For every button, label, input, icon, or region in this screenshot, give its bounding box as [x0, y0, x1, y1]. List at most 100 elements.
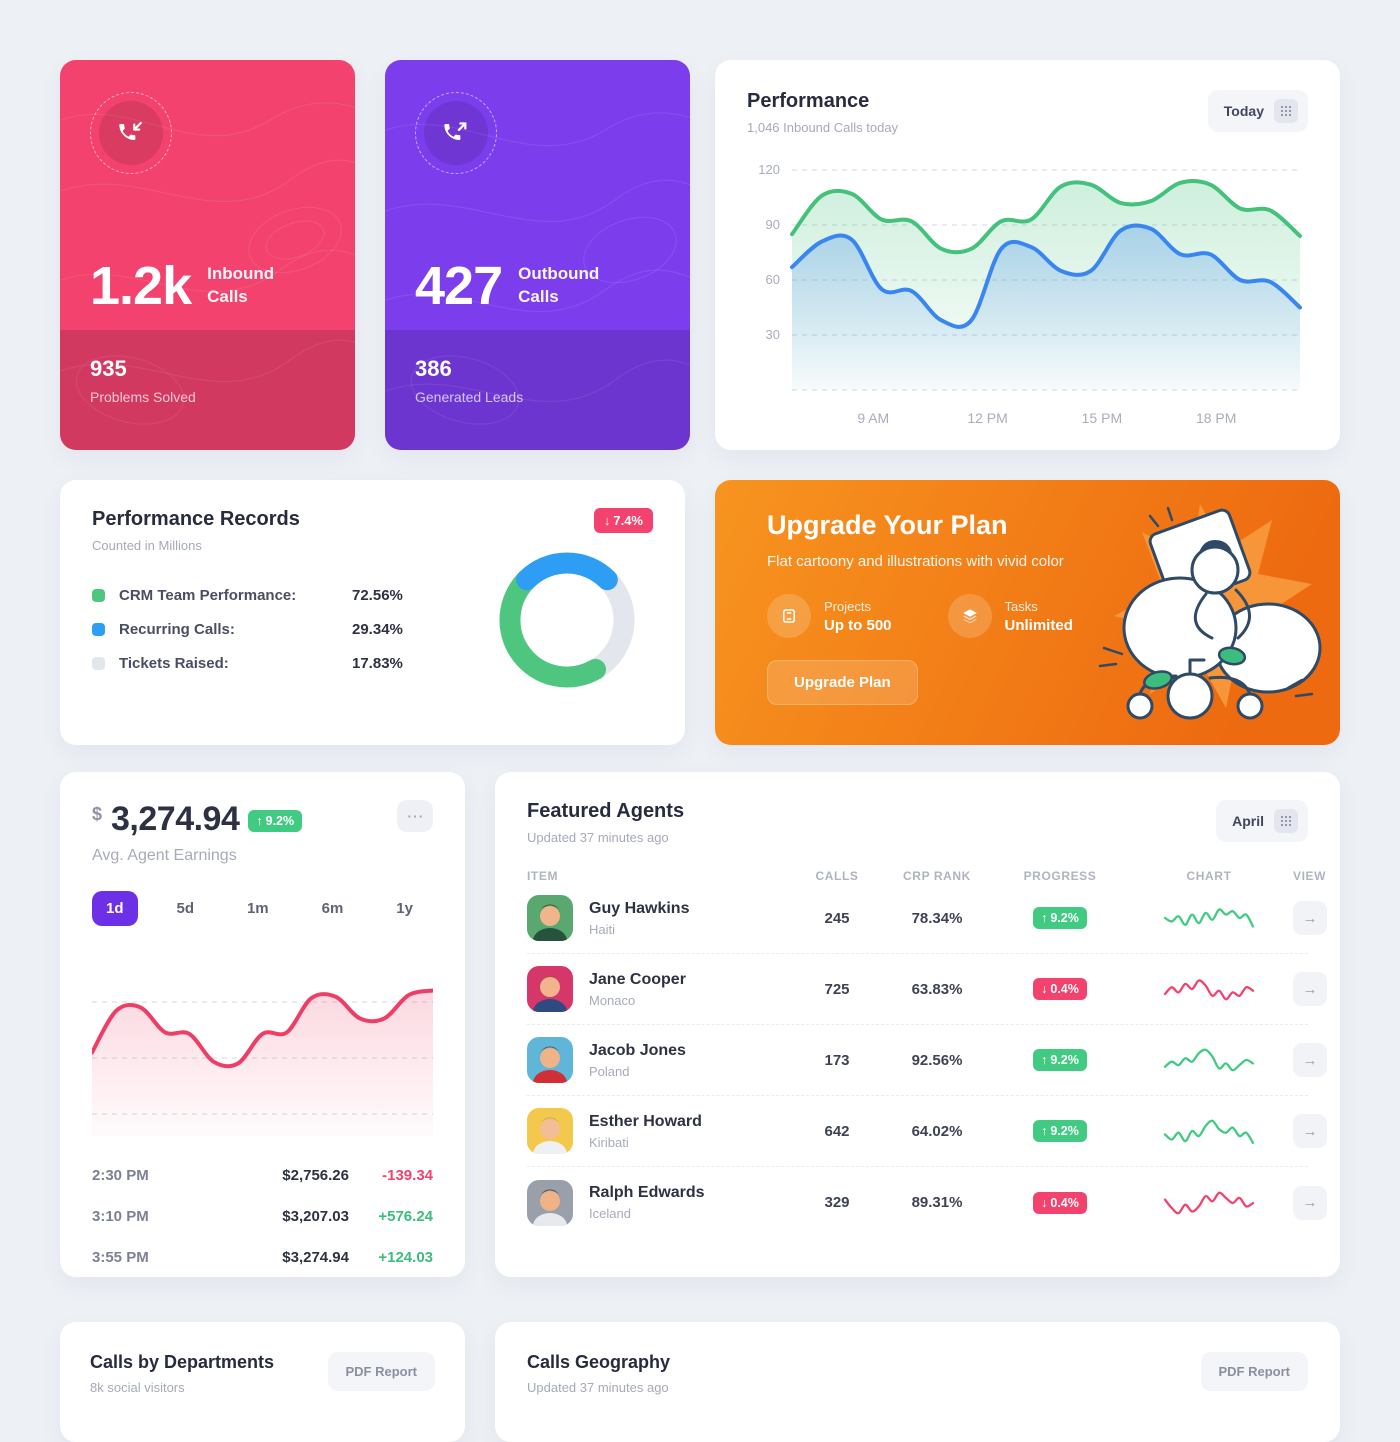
svg-text:60: 60	[766, 272, 780, 287]
view-agent-button[interactable]: →	[1293, 1043, 1327, 1077]
svg-text:15 PM: 15 PM	[1082, 410, 1122, 426]
upgrade-illustration	[1098, 504, 1322, 720]
avatar	[527, 1037, 573, 1083]
upgrade-plan-card: Upgrade Your Plan Flat cartoony and illu…	[715, 480, 1340, 745]
earnings-amount: 3,274.94	[111, 800, 240, 838]
tab-1y[interactable]: 1y	[382, 891, 427, 926]
crm-swatch	[92, 589, 105, 602]
progress-badge: ↑ 9.2%	[1033, 1120, 1087, 1142]
agents-table-body: Guy Hawkins Haiti 245 78.34% ↑ 9.2% → Jan…	[527, 883, 1327, 1238]
down-arrow-icon: ↓	[603, 513, 611, 528]
performance-subtitle: 1,046 Inbound Calls today	[747, 120, 899, 135]
earnings-change-badge: ↑ 9.2%	[248, 809, 303, 832]
legend-item: CRM Team Performance: 72.56%	[92, 587, 462, 604]
performance-records-card: Performance Records Counted in Millions …	[60, 480, 685, 745]
performance-title: Performance	[747, 90, 870, 112]
earnings-area-chart	[90, 988, 435, 1136]
inbound-calls-value: 1.2k	[90, 256, 192, 316]
inbound-calls-card: 1.2k Inbound Calls 935 Problems Solved	[60, 60, 355, 450]
progress-badge: ↑ 9.2%	[1033, 907, 1087, 929]
agent-crp-rank: 64.02%	[911, 1122, 963, 1140]
legend-item: Recurring Calls: 29.34%	[92, 621, 462, 638]
agent-calls: 245	[824, 909, 850, 927]
view-agent-button[interactable]: →	[1293, 1114, 1327, 1148]
records-title: Performance Records	[92, 508, 300, 530]
avatar	[527, 966, 573, 1012]
performance-card: Performance 1,046 Inbound Calls today To…	[715, 60, 1340, 450]
featured-agents-card: Featured Agents Updated 37 minutes ago A…	[495, 772, 1340, 1277]
tab-1m[interactable]: 1m	[233, 891, 283, 926]
departments-subtitle: 8k social visitors	[90, 1380, 185, 1395]
svg-text:12 PM: 12 PM	[967, 410, 1007, 426]
agent-earnings-card: $ 3,274.94 ↑ 9.2% Avg. Agent Earnings ⋯ …	[60, 772, 465, 1277]
agent-crp-rank: 92.56%	[911, 1051, 963, 1069]
upgrade-plan-button[interactable]: Upgrade Plan	[767, 660, 918, 705]
agent-sparkline	[1163, 1119, 1255, 1145]
agent-calls: 329	[824, 1194, 850, 1211]
avatar	[527, 895, 573, 941]
agent-name: Esther Howard	[589, 1112, 702, 1130]
agent-name: Jacob Jones	[589, 1041, 686, 1059]
geography-pdf-report-button[interactable]: PDF Report	[1200, 1352, 1308, 1391]
geography-title: Calls Geography	[527, 1352, 671, 1372]
agent-calls: 173	[824, 1051, 850, 1069]
agents-table-header: ITEM CALLS CRP RANK PROGRESS CHART VIEW	[527, 869, 1327, 883]
performance-line-chart: 120 90 60 30 9 AM 12 PM 15 PM 18 PM	[758, 162, 1302, 426]
currency-sign: $	[92, 804, 103, 824]
projects-icon	[767, 594, 811, 638]
agent-row: Jacob Jones Poland 173 92.56% ↑ 9.2% →	[527, 1025, 1327, 1096]
agent-country: Kiribati	[589, 1134, 629, 1150]
agent-country: Haiti	[589, 921, 616, 937]
agent-row: Esther Howard Kiribati 642 64.02% ↑ 9.2% …	[527, 1096, 1327, 1167]
outbound-icon-ring	[415, 92, 497, 174]
outbound-calls-label: Outbound Calls	[518, 264, 600, 306]
agent-sparkline	[1163, 979, 1255, 1001]
today-range-button[interactable]: Today	[1207, 90, 1308, 132]
earnings-subtitle: Avg. Agent Earnings	[92, 847, 237, 864]
more-options-button[interactable]: ⋯	[397, 800, 433, 832]
outbound-call-icon	[444, 122, 467, 140]
agent-country: Monaco	[589, 992, 636, 1008]
agent-crp-rank: 63.83%	[911, 980, 963, 998]
inbound-calls-label: Inbound Calls	[207, 264, 275, 306]
agent-row: Ralph Edwards Iceland 329 89.31% ↓ 0.4% →	[527, 1167, 1327, 1238]
view-agent-button[interactable]: →	[1293, 1185, 1327, 1220]
agent-crp-rank: 89.31%	[911, 1194, 963, 1211]
tab-6m[interactable]: 6m	[308, 891, 358, 926]
upgrade-title: Upgrade Your Plan	[767, 510, 1008, 540]
agent-row: Jane Cooper Monaco 725 63.83% ↓ 0.4% →	[527, 954, 1327, 1025]
upgrade-subtitle: Flat cartoony and illustrations with viv…	[767, 553, 1064, 570]
problems-solved-label: Problems Solved	[90, 389, 196, 405]
agents-subtitle: Updated 37 minutes ago	[527, 830, 669, 845]
generated-leads-value: 386	[415, 356, 452, 381]
outbound-calls-value: 427	[415, 256, 503, 316]
view-agent-button[interactable]: →	[1293, 901, 1327, 935]
agent-name: Jane Cooper	[589, 970, 686, 988]
agent-country: Poland	[589, 1063, 630, 1079]
grid-icon	[1274, 809, 1298, 833]
departments-title: Calls by Departments	[90, 1352, 275, 1372]
agents-title: Featured Agents	[527, 800, 685, 822]
agent-calls: 725	[824, 980, 850, 998]
generated-leads-label: Generated Leads	[415, 389, 524, 405]
recurring-swatch	[92, 623, 105, 636]
progress-badge: ↓ 0.4%	[1033, 978, 1087, 1000]
inbound-icon-ring	[90, 92, 172, 174]
earnings-row: 3:55 PM $3,274.94 +124.03	[92, 1249, 433, 1266]
svg-text:9 AM: 9 AM	[857, 410, 889, 426]
records-donut-chart	[487, 540, 647, 705]
svg-text:90: 90	[766, 217, 780, 232]
departments-pdf-report-button[interactable]: PDF Report	[327, 1352, 435, 1391]
svg-text:18 PM: 18 PM	[1196, 410, 1236, 426]
svg-text:120: 120	[758, 162, 780, 177]
avatar	[527, 1179, 573, 1226]
records-change-badge: ↓ 7.4%	[593, 508, 653, 533]
view-agent-button[interactable]: →	[1293, 972, 1327, 1006]
agent-calls: 642	[824, 1122, 850, 1140]
geography-subtitle: Updated 37 minutes ago	[527, 1380, 669, 1395]
earnings-row: 3:10 PM $3,207.03 +576.24	[92, 1208, 433, 1225]
tab-5d[interactable]: 5d	[162, 891, 208, 926]
april-range-button[interactable]: April	[1216, 800, 1308, 842]
tab-1d[interactable]: 1d	[92, 891, 138, 926]
agent-row: Guy Hawkins Haiti 245 78.34% ↑ 9.2% →	[527, 883, 1327, 954]
